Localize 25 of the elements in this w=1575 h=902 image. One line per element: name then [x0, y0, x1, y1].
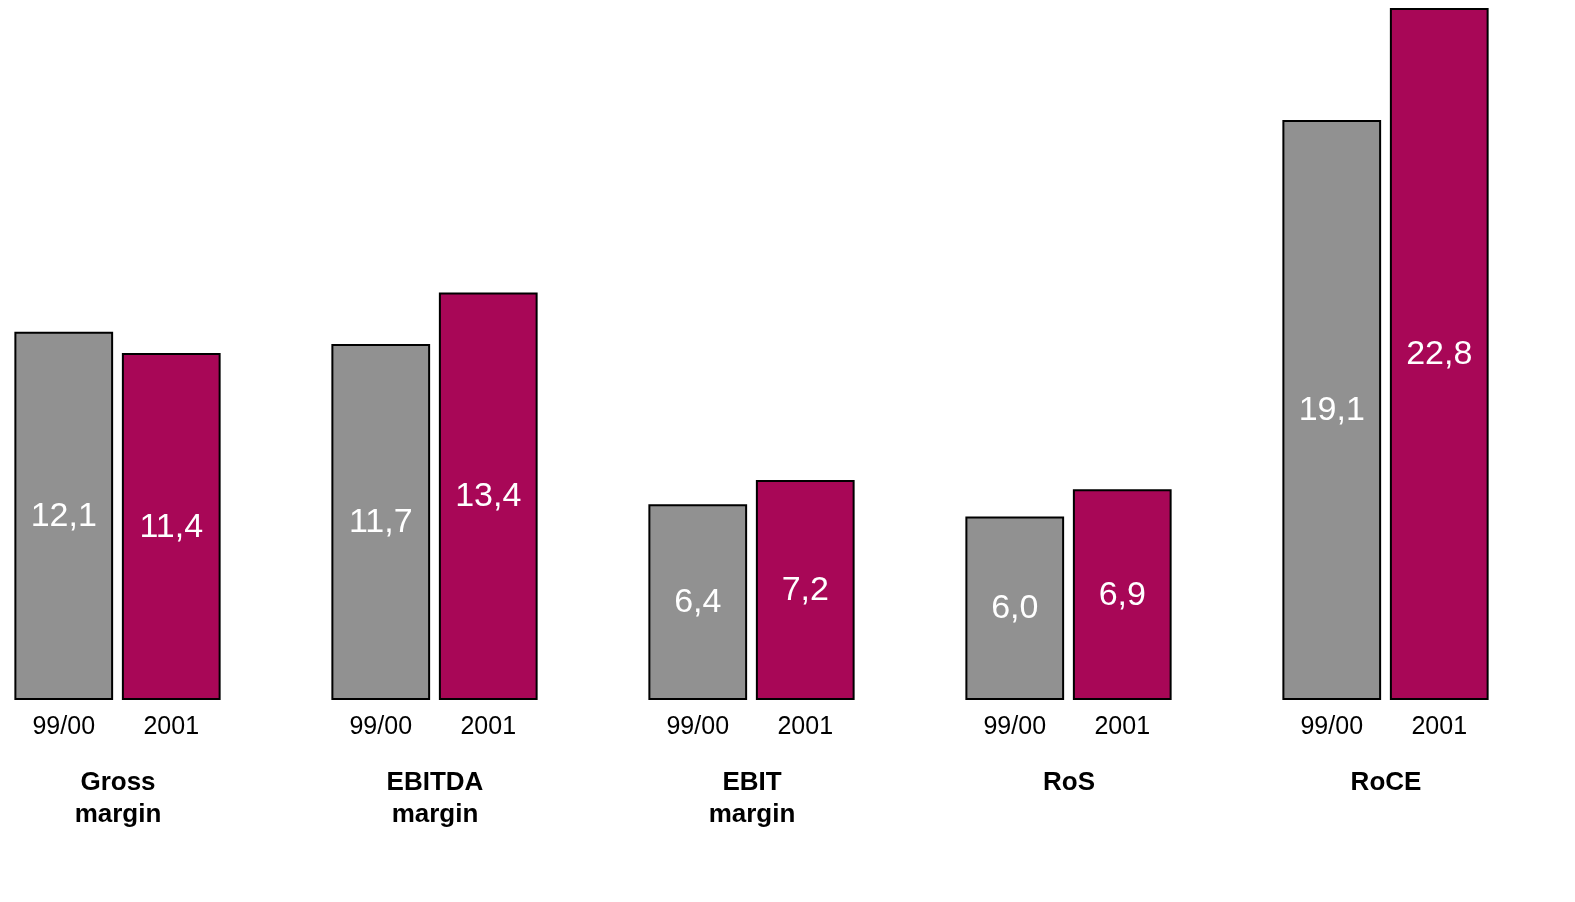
- x-axis-title: Gross margin: [74, 765, 162, 828]
- data-label: 13,4: [455, 475, 522, 514]
- x-axis-title: RoCE: [1350, 765, 1422, 796]
- x-axis-title: EBITDA margin: [386, 765, 484, 828]
- x-tick-label: 99/00: [1300, 710, 1364, 739]
- data-label: 11,4: [139, 505, 204, 544]
- x-tick-label: 2001: [777, 710, 834, 739]
- data-label: 6,9: [1098, 573, 1146, 612]
- x-tick-label: 2001: [143, 710, 200, 739]
- x-axis-title: RoS: [1043, 765, 1095, 796]
- data-label: 12,1: [30, 494, 97, 533]
- x-tick-label: 2001: [460, 710, 517, 739]
- data-label: 22,8: [1406, 333, 1473, 371]
- x-tick-label: 99/00: [349, 710, 413, 739]
- x-tick-label: 99/00: [666, 710, 730, 739]
- data-label: 11,7: [348, 500, 413, 539]
- x-tick-label: 2001: [1411, 710, 1468, 739]
- data-label: 6,0: [991, 587, 1039, 626]
- x-tick-label: 99/00: [32, 710, 96, 739]
- x-tick-label: 99/00: [983, 710, 1047, 739]
- x-axis-title: EBIT margin: [708, 765, 796, 828]
- x-tick-label: 2001: [1094, 710, 1151, 739]
- data-label: 7,2: [781, 569, 829, 608]
- data-label: 6,4: [674, 581, 722, 620]
- data-label: 19,1: [1298, 388, 1365, 427]
